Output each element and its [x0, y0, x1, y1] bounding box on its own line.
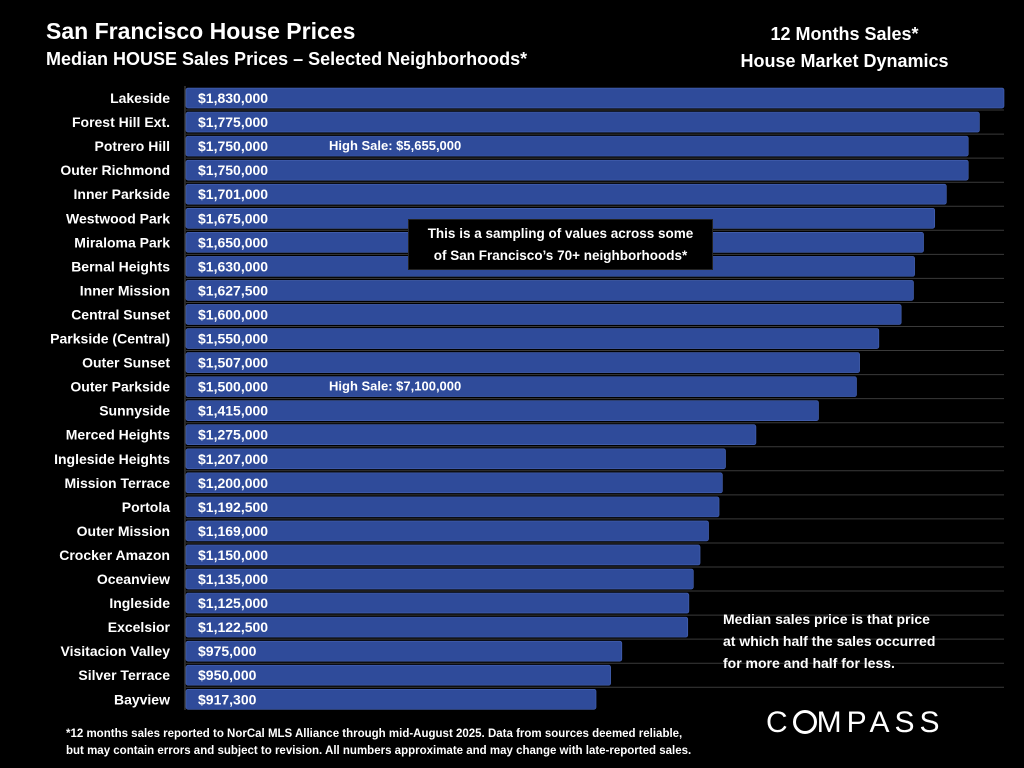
category-label: Sunnyside	[99, 403, 170, 419]
sampling-callout-line2: of San Francisco’s 70+ neighborhoods*	[433, 248, 688, 263]
category-label: Miraloma Park	[74, 234, 170, 250]
bar	[185, 472, 723, 494]
category-label: Outer Mission	[77, 523, 170, 539]
category-label: Merced Heights	[66, 427, 170, 443]
category-label: Inner Parkside	[74, 186, 171, 202]
bar	[185, 87, 1005, 109]
category-label: Bernal Heights	[71, 258, 170, 274]
compass-logo: C MPASS	[766, 706, 945, 739]
category-label: Outer Parkside	[70, 379, 170, 395]
value-label: $1,550,000	[198, 331, 268, 347]
bar	[185, 400, 819, 421]
bar	[185, 616, 689, 638]
bar	[185, 520, 709, 542]
category-label: Silver Terrace	[78, 667, 170, 683]
value-label: $1,650,000	[198, 234, 268, 250]
value-label: $1,775,000	[198, 114, 268, 130]
bar	[185, 640, 623, 662]
value-label: $975,000	[198, 643, 257, 659]
category-label: Mission Terrace	[64, 475, 170, 491]
footnote-line1: *12 months sales reported to NorCal MLS …	[66, 728, 683, 740]
high-sale-annotation: High Sale: $7,100,000	[329, 379, 461, 394]
value-label: $917,300	[198, 691, 257, 707]
category-label: Oceanview	[97, 571, 170, 587]
category-label: Crocker Amazon	[59, 547, 170, 563]
value-label: $1,630,000	[198, 258, 268, 274]
value-label: $1,150,000	[198, 547, 268, 563]
chart-subtitle: Median HOUSE Sales Prices – Selected Nei…	[46, 49, 528, 69]
bar	[185, 159, 969, 181]
note-line1: Median sales price is that price	[723, 611, 930, 627]
value-label: $1,830,000	[198, 90, 268, 106]
note-line3: for more and half for less.	[723, 655, 895, 671]
category-label: Excelsior	[108, 619, 171, 635]
value-label: $1,507,000	[198, 355, 268, 371]
category-label: Bayview	[114, 691, 170, 707]
bar	[185, 328, 880, 349]
category-label: Ingleside	[109, 595, 170, 611]
bar	[185, 664, 611, 686]
footnote: *12 months sales reported to NorCal MLS …	[66, 726, 766, 760]
value-label: $1,675,000	[198, 210, 268, 226]
bar	[185, 496, 720, 518]
category-label: Potrero Hill	[95, 138, 170, 154]
value-label: $1,750,000	[198, 162, 268, 178]
value-label: $1,135,000	[198, 571, 268, 587]
category-label: Visitacion Valley	[61, 643, 171, 659]
value-label: $1,275,000	[198, 427, 268, 443]
bar	[185, 448, 726, 470]
category-label: Westwood Park	[66, 210, 170, 226]
bar-chart: Lakeside $1,830,000 Forest Hill Ext. $1,775…	[50, 86, 1005, 710]
value-label: $1,500,000	[198, 379, 268, 395]
bar	[185, 135, 969, 157]
bar	[185, 183, 947, 205]
value-label: $1,200,000	[198, 475, 268, 491]
value-label: $1,192,500	[198, 499, 268, 515]
bar	[185, 304, 902, 325]
value-label: $1,627,500	[198, 282, 268, 298]
value-label: $1,169,000	[198, 523, 268, 539]
bar	[185, 352, 860, 373]
bar	[185, 592, 690, 614]
sampling-callout: This is a sampling of values across some…	[408, 219, 713, 270]
note-line2: at which half the sales occurred	[723, 633, 936, 649]
category-label: Portola	[122, 499, 170, 515]
bar	[185, 544, 701, 566]
value-label: $1,701,000	[198, 186, 268, 202]
period-label: 12 Months Sales*	[770, 24, 919, 44]
category-label: Lakeside	[110, 90, 170, 106]
bar	[185, 688, 597, 710]
value-label: $950,000	[198, 667, 257, 683]
bar	[185, 568, 694, 590]
value-label: $1,415,000	[198, 403, 268, 419]
value-label: $1,125,000	[198, 595, 268, 611]
value-label: $1,207,000	[198, 451, 268, 467]
market-dynamics-label: House Market Dynamics	[740, 51, 949, 71]
bar	[185, 376, 857, 397]
value-label: $1,600,000	[198, 306, 268, 322]
bar	[185, 280, 914, 301]
value-label: $1,750,000	[198, 138, 268, 154]
median-definition-note: Median sales price is that price at whic…	[723, 608, 993, 674]
category-label: Parkside (Central)	[50, 331, 170, 347]
chart-title: San Francisco House Prices	[46, 18, 356, 44]
category-label: Forest Hill Ext.	[72, 114, 170, 130]
category-label: Ingleside Heights	[54, 451, 170, 467]
category-label: Outer Sunset	[82, 355, 170, 371]
bar	[185, 111, 980, 133]
high-sale-annotation: High Sale: $5,655,000	[329, 138, 461, 153]
category-label: Outer Richmond	[60, 162, 170, 178]
footnote-line2: but may contain errors and subject to re…	[66, 745, 692, 757]
bar	[185, 424, 757, 446]
category-label: Central Sunset	[71, 306, 170, 322]
category-label: Inner Mission	[80, 282, 170, 298]
sampling-callout-line1: This is a sampling of values across some	[427, 226, 694, 241]
value-label: $1,122,500	[198, 619, 268, 635]
